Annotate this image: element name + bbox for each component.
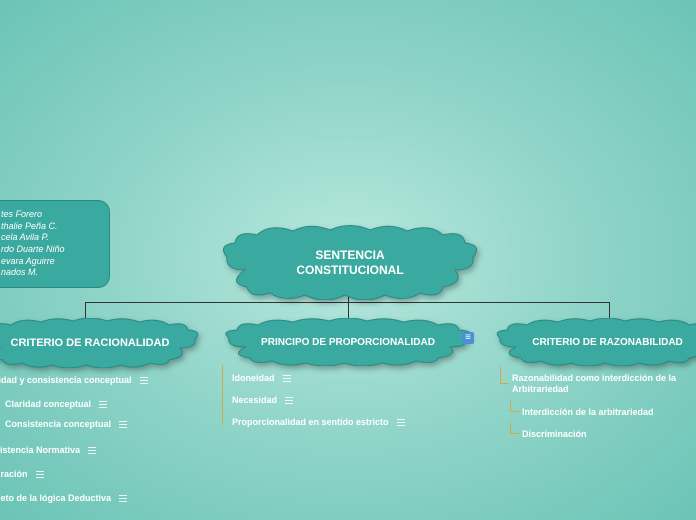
menu-icon[interactable]: [88, 447, 96, 454]
node-racionalidad[interactable]: CRITERIO DE RACIONALIDAD: [0, 318, 205, 368]
author-line: rdo Duarte Niño: [1, 244, 99, 256]
leaf-label: ridad y consistencia conceptual: [0, 375, 132, 385]
leaf-label: Consistencia conceptual: [5, 419, 111, 429]
node-razonabilidad[interactable]: CRITERIO DE RAZONABILIDAD: [490, 318, 696, 366]
root-label-1: SENTENCIA: [296, 248, 403, 262]
menu-icon[interactable]: [283, 375, 291, 382]
leaf-label: Interdicción de la arbitrariedad: [522, 407, 654, 417]
proporcionalidad-leaves: Idoneidad Necesidad Proporcionalidad en …: [232, 373, 405, 441]
author-line: thalie Peña C.: [1, 221, 99, 233]
leaf-item[interactable]: peto de la lógica Deductiva: [0, 493, 148, 503]
node-razonabilidad-label: CRITERIO DE RAZONABILIDAD: [516, 337, 696, 348]
menu-icon[interactable]: [140, 377, 148, 384]
node-racionalidad-label: CRITERIO DE RACIONALIDAD: [0, 337, 185, 349]
leaf-item[interactable]: ridad y consistencia conceptual: [0, 375, 148, 385]
note-icon[interactable]: [462, 332, 474, 344]
razonabilidad-leaves: Razonabilidad como interdicción de la Ar…: [500, 373, 690, 451]
leaf-label: Necesidad: [232, 395, 277, 405]
root-label-2: CONSTITUCIONAL: [296, 263, 403, 277]
node-proporcionalidad[interactable]: PRINCIPO DE PROPORCIONALIDAD: [218, 318, 478, 366]
author-line: tes Forero: [1, 209, 99, 221]
leaf-item[interactable]: uración: [0, 469, 148, 479]
node-proporcionalidad-label: PRINCIPO DE PROPORCIONALIDAD: [245, 337, 451, 348]
leaf-item[interactable]: Discriminación: [500, 429, 690, 439]
leaf-label: Razonabilidad como interdicción de la Ar…: [512, 373, 676, 394]
leaf-item[interactable]: Consistencia conceptual: [5, 419, 148, 429]
leaf-item[interactable]: Idoneidad: [232, 373, 405, 383]
menu-icon[interactable]: [397, 419, 405, 426]
leaf-item[interactable]: Interdicción de la arbitrariedad: [500, 407, 690, 417]
leaf-label: Discriminación: [522, 429, 587, 439]
menu-icon[interactable]: [285, 397, 293, 404]
menu-icon[interactable]: [99, 401, 107, 408]
leaf-item[interactable]: Claridad conceptual: [5, 399, 148, 409]
author-line: evara Aguirre: [1, 256, 99, 268]
leaf-label: sistencia Normativa: [0, 445, 80, 455]
menu-icon[interactable]: [119, 495, 127, 502]
leaf-label: Idoneidad: [232, 373, 275, 383]
leaf-item[interactable]: Proporcionalidad en sentido estricto: [232, 417, 405, 427]
leaf-label: Proporcionalidad en sentido estricto: [232, 417, 389, 427]
leaf-label: Claridad conceptual: [5, 399, 91, 409]
racionalidad-leaves: ridad y consistencia conceptual Claridad…: [0, 375, 148, 517]
root-node[interactable]: SENTENCIA CONSTITUCIONAL: [215, 225, 485, 300]
leaf-item[interactable]: sistencia Normativa: [0, 445, 148, 455]
leaf-item[interactable]: Razonabilidad como interdicción de la Ar…: [500, 373, 690, 395]
leaf-label: peto de la lógica Deductiva: [0, 493, 111, 503]
menu-icon[interactable]: [119, 421, 127, 428]
author-line: cela Avila P.: [1, 232, 99, 244]
authors-note: tes Forero thalie Peña C. cela Avila P. …: [0, 200, 110, 288]
menu-icon[interactable]: [36, 471, 44, 478]
author-line: nados M.: [1, 267, 99, 279]
leaf-label: uración: [0, 469, 28, 479]
leaf-item[interactable]: Necesidad: [232, 395, 405, 405]
